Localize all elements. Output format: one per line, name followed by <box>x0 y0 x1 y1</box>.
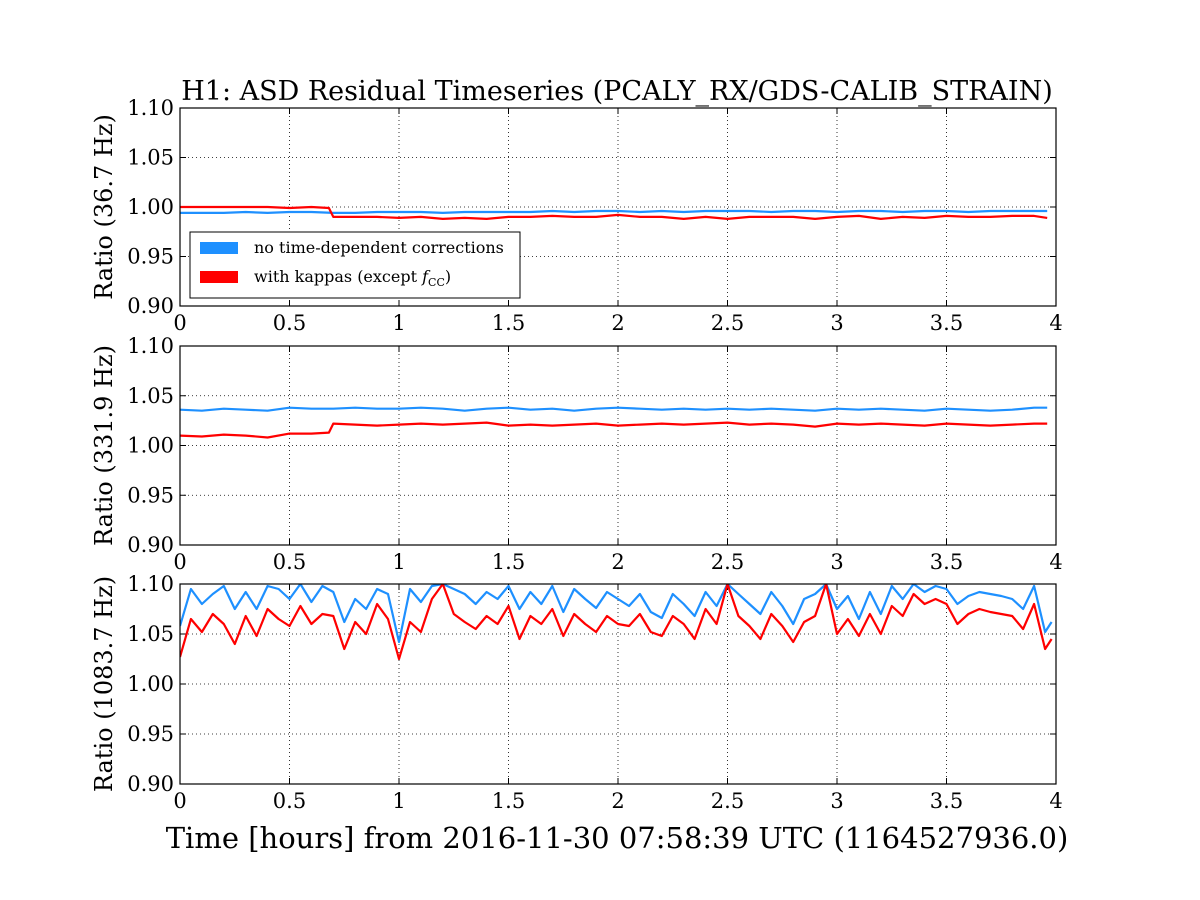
x-tick-label: 0 <box>173 789 186 813</box>
series-line-1 <box>180 209 1048 214</box>
series-line-2 <box>180 205 1048 220</box>
plot-area <box>180 346 1056 545</box>
x-tick-label: 0.5 <box>273 311 306 335</box>
x-tick-label: 3.5 <box>930 311 963 335</box>
chart-title: H1: ASD Residual Timeseries (PCALY_RX/GD… <box>181 76 1053 107</box>
legend: no time-dependent corrections with kappas… <box>189 231 521 299</box>
axes-frame <box>179 345 1057 546</box>
x-tick-label: 3.5 <box>930 550 963 574</box>
y-tick-label: 0.90 <box>127 294 174 318</box>
panel-3: 0 0.5 1 1.5 2 2.5 3 3.5 4 0.90 0.95 1.00 1.05 1.10 Rat… <box>90 572 1063 813</box>
y-tick-label: 0.90 <box>127 772 174 796</box>
series-line-1 <box>180 406 1048 412</box>
x-tick-label: 3 <box>830 789 843 813</box>
y-axis-label: Ratio (36.7 Hz) <box>90 114 118 300</box>
x-tick-label: 0 <box>173 311 186 335</box>
y-axis-label: Ratio (1083.7 Hz) <box>90 576 118 792</box>
y-tick-label: 1.10 <box>127 572 174 596</box>
panels: 0 0.5 1 1.5 2 2.5 3 3.5 4 0.90 0.95 1.00 1.05 1.10 Rat… <box>90 96 1063 813</box>
axes-frame <box>179 583 1057 785</box>
series-line-1 <box>180 584 1053 644</box>
axes-frame <box>179 107 1057 307</box>
y-axis-label: Ratio (331.9 Hz) <box>90 345 118 546</box>
panel-2: 0 0.5 1 1.5 2 2.5 3 3.5 4 0.90 0.95 1.00 1.05 1.10 Rat… <box>90 334 1063 574</box>
x-tick-label: 1.5 <box>492 550 525 574</box>
y-tick-label: 0.90 <box>127 533 174 557</box>
x-tick-label: 2.5 <box>711 311 744 335</box>
x-tick-label: 2.5 <box>711 550 744 574</box>
y-tick-label: 1.00 <box>127 195 174 219</box>
x-tick-label: 1.5 <box>492 789 525 813</box>
y-tick-label: 1.00 <box>127 434 174 458</box>
x-tick-label: 1 <box>392 311 405 335</box>
x-tick-label: 1.5 <box>492 311 525 335</box>
series-line-2 <box>180 584 1053 661</box>
legend-swatch-2 <box>200 271 238 283</box>
x-tick-label: 0.5 <box>273 550 306 574</box>
x-tick-label: 4 <box>1049 311 1062 335</box>
x-tick-label: 3.5 <box>930 789 963 813</box>
y-tick-label: 1.10 <box>127 96 174 120</box>
x-tick-label: 0.5 <box>273 789 306 813</box>
x-tick-label: 2 <box>611 550 624 574</box>
x-tick-label: 2 <box>611 789 624 813</box>
legend-label-1: no time-dependent corrections <box>254 238 504 257</box>
x-tick-label: 4 <box>1049 550 1062 574</box>
y-tick-label: 1.05 <box>127 384 174 408</box>
y-tick-label: 1.05 <box>127 146 174 170</box>
x-tick-label: 4 <box>1049 789 1062 813</box>
legend-box <box>189 231 521 299</box>
x-tick-label: 2 <box>611 311 624 335</box>
legend-swatch-1 <box>200 242 238 254</box>
x-axis-label: Time [hours] from 2016-11-30 07:58:39 UT… <box>166 821 1069 855</box>
y-tick-label: 1.05 <box>127 622 174 646</box>
y-tick-label: 0.95 <box>127 483 174 507</box>
panel-1: 0 0.5 1 1.5 2 2.5 3 3.5 4 0.90 0.95 1.00 1.05 1.10 Rat… <box>90 96 1063 335</box>
x-tick-label: 0 <box>173 550 186 574</box>
y-tick-label: 0.95 <box>127 722 174 746</box>
x-tick-label: 1 <box>392 789 405 813</box>
y-tick-label: 0.95 <box>127 245 174 269</box>
x-tick-label: 1 <box>392 550 405 574</box>
y-tick-label: 1.10 <box>127 334 174 358</box>
x-tick-label: 3 <box>830 311 843 335</box>
legend-label-2: with kappas (except fCC) <box>254 267 451 289</box>
series-line-2 <box>180 421 1048 439</box>
y-tick-label: 1.00 <box>127 672 174 696</box>
x-tick-label: 3 <box>830 550 843 574</box>
x-tick-label: 2.5 <box>711 789 744 813</box>
